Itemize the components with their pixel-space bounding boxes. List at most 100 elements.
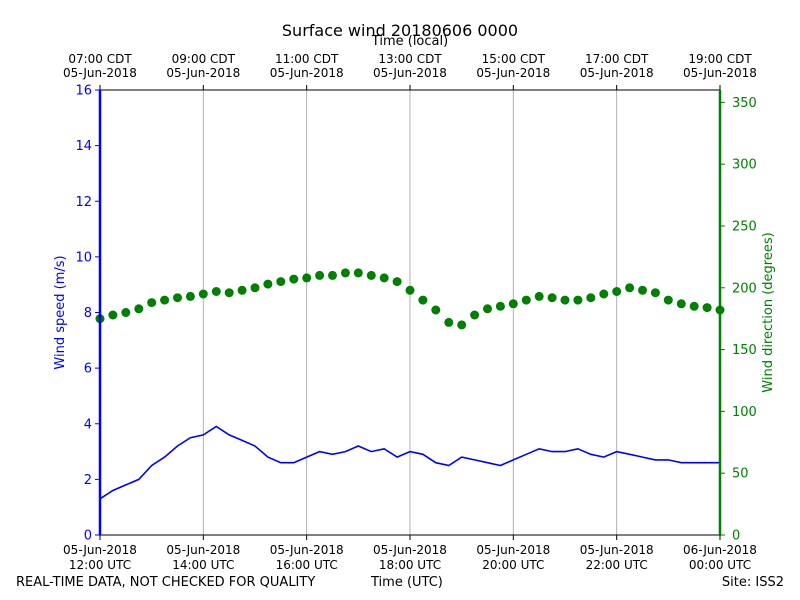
vertical-gridlines — [202, 90, 618, 535]
wind-direction-point — [276, 277, 286, 287]
top-tick-time: 09:00 CDT — [172, 52, 236, 66]
wind-direction-series — [95, 268, 725, 330]
wind-direction-point — [121, 308, 131, 317]
wind-direction-point — [353, 268, 363, 278]
top-tick-time: 19:00 CDT — [688, 52, 752, 66]
left-tick-label: 8 — [84, 306, 92, 321]
left-tick-label: 16 — [75, 84, 92, 99]
left-tick-label: 6 — [84, 362, 92, 377]
wind-direction-point — [625, 283, 635, 293]
wind-direction-point — [534, 291, 544, 301]
wind-direction-point — [198, 289, 208, 299]
bottom-tick-time: 20:00 UTC — [482, 558, 544, 572]
left-tick-label: 14 — [75, 139, 92, 154]
wind-direction-point — [521, 295, 531, 305]
wind-direction-point — [340, 268, 350, 278]
right-tick-label: 200 — [732, 281, 757, 296]
quality-disclaimer: REAL-TIME DATA, NOT CHECKED FOR QUALITY — [16, 575, 316, 590]
wind-direction-point — [392, 277, 402, 287]
wind-direction-point — [250, 283, 260, 293]
bottom-tick-date: 06-Jun-2018 — [683, 543, 757, 557]
wind-direction-point — [237, 285, 247, 295]
left-tick-label: 2 — [84, 473, 92, 488]
top-tick-date: 05-Jun-2018 — [63, 66, 137, 80]
wind-direction-point — [444, 317, 454, 327]
chart-title: Surface wind 20180606 0000 — [281, 21, 519, 40]
bottom-tick-date: 05-Jun-2018 — [270, 543, 344, 557]
left-tick-label: 12 — [75, 195, 92, 210]
bottom-tick-time: 22:00 UTC — [586, 558, 648, 572]
wind-direction-point — [302, 273, 312, 283]
wind-direction-point — [573, 295, 583, 305]
bottom-tick-time: 00:00 UTC — [689, 558, 751, 572]
wind-direction-point — [663, 295, 673, 305]
bottom-tick-date: 05-Jun-2018 — [476, 543, 550, 557]
bottom-axis-label: Time (UTC) — [371, 575, 443, 590]
wind-direction-point — [483, 304, 492, 314]
right-tick-label: 250 — [732, 219, 757, 234]
right-tick-label: 50 — [732, 467, 749, 482]
wind-direction-point — [470, 310, 480, 320]
right-tick-label: 100 — [732, 405, 757, 420]
wind-direction-point — [560, 295, 570, 305]
top-tick-date: 05-Jun-2018 — [270, 66, 344, 80]
wind-direction-point — [689, 301, 699, 311]
wind-direction-point — [405, 285, 415, 295]
top-tick-time: 15:00 CDT — [482, 52, 546, 66]
wind-speed-series — [99, 425, 720, 500]
wind-direction-point — [418, 295, 428, 305]
wind-direction-point — [185, 291, 195, 301]
wind-direction-point — [328, 270, 337, 280]
right-axis-label: Wind direction (degrees) — [761, 232, 776, 392]
top-tick-date: 05-Jun-2018 — [683, 66, 757, 80]
wind-direction-point — [289, 274, 299, 284]
top-tick-time: 07:00 CDT — [68, 52, 132, 66]
left-tick-label: 4 — [84, 417, 92, 432]
bottom-tick-time: 14:00 UTC — [172, 558, 234, 572]
wind-direction-point — [508, 299, 518, 309]
wind-direction-point — [147, 298, 157, 308]
bottom-tick-date: 05-Jun-2018 — [580, 543, 654, 557]
left-axis-ticks: 0 2 4 6 8 10 12 14 16 — [75, 84, 100, 544]
bottom-tick-date: 05-Jun-2018 — [63, 543, 137, 557]
wind-direction-point — [638, 285, 647, 295]
top-axis-label: Time (local) — [371, 34, 449, 49]
bottom-tick-time: 12:00 UTC — [69, 558, 131, 572]
wind-direction-point — [431, 305, 441, 315]
wind-direction-point — [315, 270, 325, 280]
wind-direction-point — [160, 295, 170, 305]
right-tick-label: 300 — [732, 158, 757, 173]
wind-direction-point — [379, 273, 389, 283]
wind-speed-line — [99, 425, 720, 500]
wind-direction-point — [495, 301, 505, 311]
wind-direction-point — [586, 293, 596, 303]
wind-direction-point — [599, 289, 609, 299]
left-tick-label: 10 — [75, 250, 92, 265]
wind-direction-point — [702, 303, 712, 313]
bottom-tick-time: 16:00 UTC — [276, 558, 338, 572]
bottom-tick-time: 18:00 UTC — [379, 558, 441, 572]
wind-direction-point — [612, 287, 622, 296]
top-tick-date: 05-Jun-2018 — [476, 66, 550, 80]
bottom-tick-date: 05-Jun-2018 — [166, 543, 240, 557]
left-tick-label: 0 — [84, 529, 92, 544]
top-tick-date: 05-Jun-2018 — [166, 66, 240, 80]
top-tick-time: 13:00 CDT — [378, 52, 442, 66]
wind-direction-point — [134, 304, 144, 314]
left-axis-label: Wind speed (m/s) — [53, 255, 68, 369]
top-tick-date: 05-Jun-2018 — [373, 66, 447, 80]
wind-direction-point — [211, 287, 221, 296]
wind-direction-point — [108, 310, 118, 320]
top-tick-date: 05-Jun-2018 — [580, 66, 654, 80]
wind-direction-point — [366, 270, 376, 280]
wind-direction-point — [547, 293, 557, 303]
wind-direction-point — [676, 299, 686, 309]
right-tick-label: 150 — [732, 343, 757, 358]
top-tick-time: 11:00 CDT — [275, 52, 339, 66]
right-tick-label: 350 — [732, 96, 757, 111]
bottom-tick-date: 05-Jun-2018 — [373, 543, 447, 557]
right-tick-label: 0 — [732, 529, 740, 544]
wind-direction-point — [263, 279, 273, 289]
